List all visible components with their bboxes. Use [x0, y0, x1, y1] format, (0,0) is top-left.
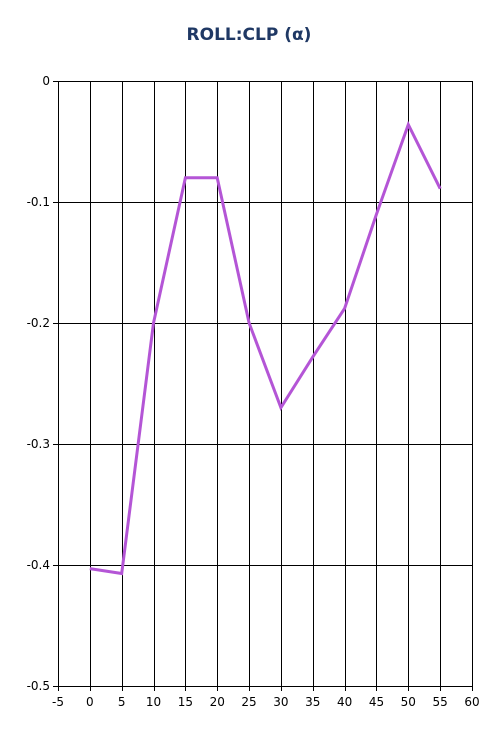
x-tick-label: 45 [369, 695, 384, 709]
y-tick-label: -0.1 [27, 195, 50, 209]
x-tick-label: 0 [86, 695, 94, 709]
chart-title: ROLL:CLP (α) [187, 25, 312, 45]
x-tick-label: 20 [210, 695, 225, 709]
x-tick-label: 15 [178, 695, 193, 709]
x-tick-label: 40 [337, 695, 352, 709]
x-axis-ticks: -5 0 5 10 15 20 25 30 35 40 45 50 55 60 [52, 686, 480, 709]
x-tick-label: 10 [146, 695, 161, 709]
series [89, 120, 442, 576]
x-tick-label: 60 [464, 695, 479, 709]
y-tick-label: -0.5 [27, 679, 50, 693]
y-tick-label: -0.2 [27, 316, 50, 330]
y-tick-label: 0 [42, 74, 50, 88]
x-tick-label: 5 [118, 695, 126, 709]
axes [58, 81, 472, 687]
x-tick-label: 50 [401, 695, 416, 709]
series-line [89, 120, 442, 576]
grid [58, 81, 473, 686]
y-tick-label: -0.3 [27, 437, 50, 451]
x-tick-label: 55 [433, 695, 448, 709]
y-tick-label: -0.4 [27, 558, 50, 572]
y-axis-ticks: 0 -0.1 -0.2 -0.3 -0.4 -0.5 [27, 74, 58, 693]
x-tick-label: 35 [305, 695, 320, 709]
x-tick-label: 25 [241, 695, 256, 709]
x-tick-label: -5 [52, 695, 64, 709]
x-tick-label: 30 [273, 695, 288, 709]
